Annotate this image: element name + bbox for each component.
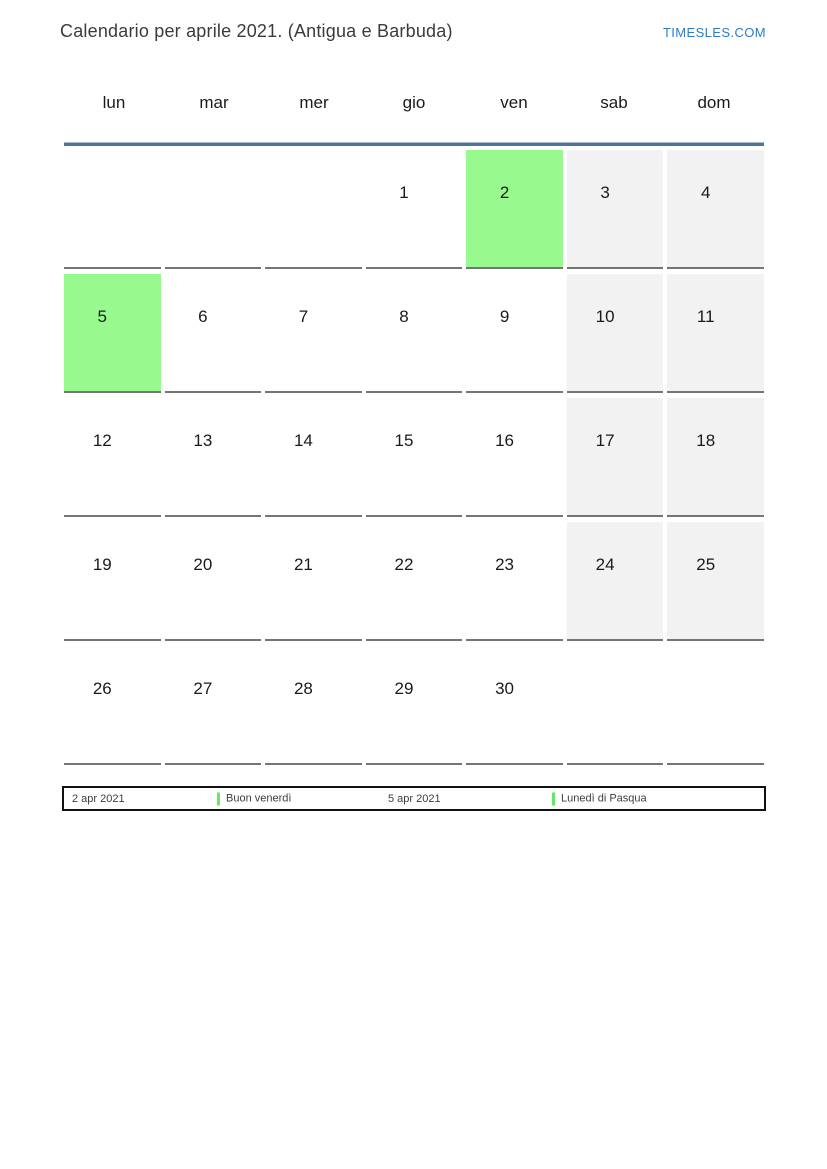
legend-holiday-entry: Lunedì di Pasqua (552, 792, 647, 805)
calendar-day-cell: 28 (265, 646, 362, 765)
legend-label: Lunedì di Pasqua (561, 792, 647, 805)
calendar-day-cell: 25 (667, 522, 764, 641)
calendar-day-cell: 11 (667, 274, 764, 393)
legend-date-entry: 5 apr 2021 (388, 793, 441, 805)
calendar-day-cell: 2 (466, 150, 563, 269)
calendar-day-cell: 4 (667, 150, 764, 269)
calendar-day-cell: 12 (64, 398, 161, 517)
legend-bar: 2 apr 2021 Buon venerdì 5 apr 2021 Lunedì d… (62, 786, 766, 811)
calendar-day-cell: 29 (365, 646, 463, 765)
page-title: Calendario per aprile 2021. (Antigua e B… (60, 21, 453, 41)
calendar-day-cell: 26 (64, 646, 161, 765)
calendar-day-cell: 30 (466, 646, 563, 765)
calendar-empty-cell (265, 150, 362, 269)
weekday-header-lun: lun (102, 93, 126, 112)
calendar-day-cell: 7 (265, 274, 362, 393)
legend-holiday-entry: Buon venerdì (217, 792, 291, 805)
calendar-empty-cell (64, 150, 161, 269)
calendar-day-cell: 1 (365, 150, 463, 269)
calendar-day-cell: 15 (365, 398, 463, 517)
weekday-header-ven: ven (500, 93, 528, 112)
calendar-day-cell: 8 (365, 274, 463, 393)
calendar-day-cell: 23 (466, 522, 563, 641)
calendar-day-cell: 16 (466, 398, 563, 517)
calendar-day-cell: 24 (566, 522, 664, 641)
calendar-day-cell: 19 (64, 522, 161, 641)
calendar-day-cell: 5 (64, 274, 161, 393)
weekday-header-dom: dom (697, 93, 731, 112)
calendar-empty-cell (164, 150, 262, 269)
weekday-header-row: lun mar mer gio ven sab dom (64, 93, 764, 113)
legend-date-entry: 2 apr 2021 (72, 793, 125, 805)
calendar-day-cell: 17 (566, 398, 664, 517)
calendar-day-cell: 13 (164, 398, 262, 517)
weekday-header-mar: mar (199, 93, 229, 112)
calendar-day-cell: 9 (466, 274, 563, 393)
legend-label: 5 apr 2021 (388, 792, 441, 805)
calendar-empty-cell (566, 646, 664, 765)
calendar-day-cell: 20 (164, 522, 262, 641)
calendar-day-cell: 14 (265, 398, 362, 517)
holiday-marker-icon (217, 792, 220, 805)
weekday-header-gio: gio (402, 93, 426, 112)
legend-label: 2 apr 2021 (72, 792, 125, 805)
weekday-header-mer: mer (299, 93, 329, 112)
calendar-day-cell: 10 (566, 274, 664, 393)
calendar-day-cell: 27 (164, 646, 262, 765)
weekday-header-sab: sab (600, 93, 628, 112)
calendar-day-cell: 18 (667, 398, 764, 517)
calendar-empty-cell (667, 646, 764, 765)
calendar-day-cell: 3 (566, 150, 664, 269)
calendar-day-cell: 22 (365, 522, 463, 641)
site-link[interactable]: TIMESLES.COM (662, 25, 766, 40)
holiday-marker-icon (552, 792, 555, 805)
legend-label: Buon venerdì (226, 792, 292, 805)
header-divider-line (64, 142, 764, 146)
calendar-day-cell: 6 (164, 274, 262, 393)
calendar-day-cell: 21 (265, 522, 362, 641)
calendar-grid: 1 2 3 4 5 6 7 8 9 10 11 12 13 14 15 16 17 18 19 20 21 22 23 24 2… (64, 150, 764, 765)
